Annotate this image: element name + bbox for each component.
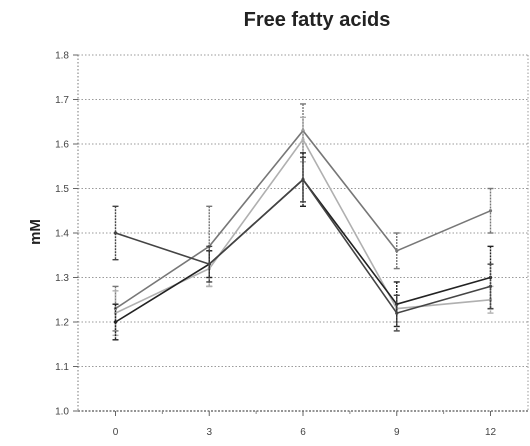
data-point <box>488 209 493 213</box>
data-point <box>113 231 118 235</box>
x-tick-label: 3 <box>206 427 212 438</box>
data-point <box>488 284 493 288</box>
y-tick-label: 1.4 <box>55 229 69 240</box>
data-point <box>301 137 305 142</box>
data-point <box>395 249 399 253</box>
data-point <box>113 320 118 324</box>
data-point <box>395 311 399 315</box>
x-tick-label: 9 <box>394 427 400 438</box>
data-point <box>395 302 399 306</box>
x-tick-label: 0 <box>113 427 119 438</box>
data-point <box>113 311 118 315</box>
y-tick-label: 1.7 <box>55 95 69 106</box>
y-tick-label: 1.3 <box>55 273 69 284</box>
y-tick-label: 1.6 <box>55 140 69 151</box>
y-tick-label: 1.8 <box>55 51 69 62</box>
y-tick-label: 1.2 <box>55 318 69 329</box>
y-tick-label: 1.0 <box>55 407 69 418</box>
chart-title: Free fatty acids <box>244 9 391 31</box>
series-layer <box>112 103 494 341</box>
data-point <box>488 298 493 302</box>
ticks-layer: 1.0 1.1 1.2 1.3 1.4 1.5 1.6 1.7 1.8 0 3 6 9 12 <box>55 51 496 439</box>
y-tick-label: 1.5 <box>55 184 69 195</box>
grid-layer <box>78 54 528 367</box>
y-tick-label: 1.1 <box>55 362 69 373</box>
x-tick-label: 6 <box>300 427 306 438</box>
y-axis-label: mM <box>27 219 44 245</box>
data-point <box>207 262 211 266</box>
data-point <box>301 178 305 182</box>
x-tick-label: 12 <box>485 427 497 438</box>
